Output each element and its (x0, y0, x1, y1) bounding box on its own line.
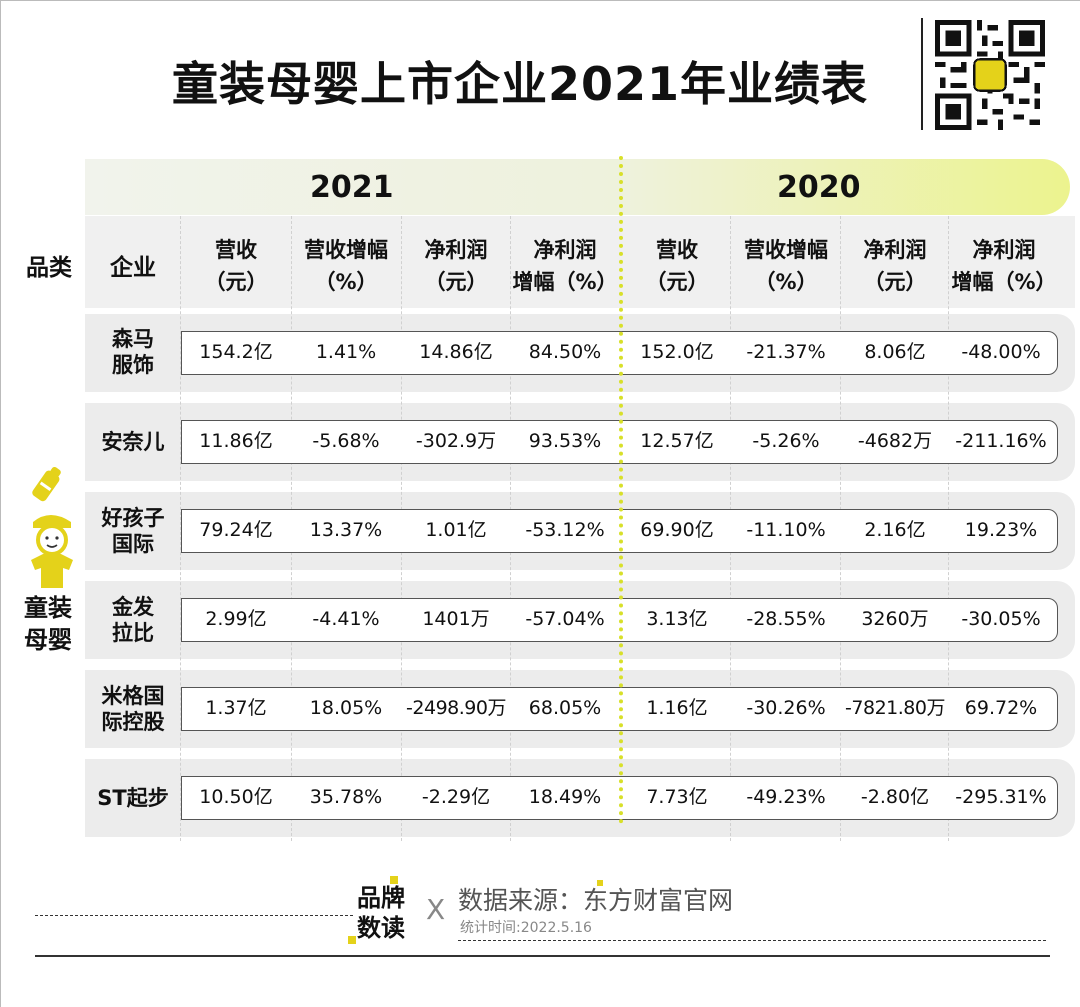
baby-bottle-kid-icon (31, 467, 73, 588)
company-name: 森马 服饰 (112, 327, 154, 377)
qr-code-icon[interactable] (935, 20, 1045, 130)
header-company: 企业 (110, 255, 156, 281)
year-header-band (85, 159, 1070, 215)
cell-revenue-2020: 12.57亿 (640, 430, 714, 452)
cell-revenue-2021: 2.99亿 (205, 608, 267, 630)
cell-net-profit-2020: -4682万 (857, 430, 933, 452)
column-header-band (85, 216, 1075, 308)
year-2021-label: 2021 (310, 170, 394, 205)
cell-revenue-growth-2021: 1.41% (315, 341, 377, 363)
cell-net-profit-2020: -2.80亿 (860, 786, 930, 808)
cell-profit-growth-2020: -211.16% (955, 430, 1047, 452)
cell-profit-growth-2021: 68.05% (528, 697, 602, 719)
cell-net-profit-2021: 14.86亿 (419, 341, 493, 363)
cell-revenue-growth-2020: -28.55% (746, 608, 826, 630)
cell-net-profit-2021: -2498.90万 (406, 697, 506, 719)
cell-profit-growth-2020: -30.05% (961, 608, 1041, 630)
cell-profit-growth-2021: 18.49% (528, 786, 602, 808)
footer-separator: X (426, 893, 446, 926)
frame-top-border (0, 0, 1080, 1)
cell-revenue-growth-2021: -5.68% (312, 430, 380, 452)
page-title: 童装母婴上市企业2021年业绩表 (171, 57, 869, 111)
cell-net-profit-2021: 1401万 (422, 608, 490, 630)
cell-net-profit-2021: 1.01亿 (425, 519, 487, 541)
cell-profit-growth-2021: 93.53% (528, 430, 602, 452)
cell-revenue-2021: 10.50亿 (199, 786, 273, 808)
source-accent-mark (597, 880, 603, 886)
company-name: 米格国 际控股 (101, 684, 165, 734)
header-net-profit-2021: 净利润 （元） (424, 238, 488, 294)
header-revenue-2021: 营收 （元） (204, 238, 268, 294)
title-divider (921, 18, 923, 130)
cell-revenue-growth-2020: -49.23% (746, 786, 826, 808)
cell-revenue-growth-2020: -5.26% (752, 430, 820, 452)
column-separator (180, 216, 181, 841)
table-row: 154.2亿 1.41% 14.86亿 84.50% 152.0亿 -21.37… (0, 331, 1080, 373)
cell-net-profit-2020: 3260万 (861, 608, 929, 630)
cell-revenue-growth-2021: 35.78% (309, 786, 383, 808)
cell-revenue-2020: 152.0亿 (640, 341, 714, 363)
cell-profit-growth-2020: 69.72% (964, 697, 1038, 719)
header-revenue-growth-2021: 营收增幅 （%） (304, 238, 388, 294)
frame-left-border (0, 0, 1, 1007)
footer-dashed-line (35, 915, 353, 916)
company-name: 好孩子 国际 (101, 506, 165, 556)
table-row: 10.50亿 35.78% -2.29亿 18.49% 7.73亿 -49.23… (0, 776, 1080, 818)
footer-dashed-line (458, 940, 1046, 941)
cell-profit-growth-2020: 19.23% (964, 519, 1038, 541)
company-name: 金发 拉比 (112, 595, 154, 645)
cell-revenue-2021: 79.24亿 (199, 519, 273, 541)
cell-revenue-growth-2020: -11.10% (746, 519, 826, 541)
cell-net-profit-2021: -2.29亿 (421, 786, 491, 808)
cell-revenue-2021: 11.86亿 (199, 430, 273, 452)
footer-baseline (35, 955, 1050, 957)
cell-revenue-2020: 7.73亿 (646, 786, 708, 808)
cell-profit-growth-2021: -57.04% (525, 608, 605, 630)
cell-revenue-growth-2021: 13.37% (309, 519, 383, 541)
cell-profit-growth-2020: -48.00% (961, 341, 1041, 363)
stat-time: 统计时间:2022.5.16 (460, 920, 592, 936)
company-name: ST起步 (97, 786, 169, 810)
cell-revenue-growth-2021: 18.05% (309, 697, 383, 719)
cell-revenue-2021: 1.37亿 (205, 697, 267, 719)
brand-accent-mark (390, 876, 398, 884)
cell-revenue-2021: 154.2亿 (199, 341, 273, 363)
cell-net-profit-2020: -7821.80万 (845, 697, 945, 719)
cell-net-profit-2020: 8.06亿 (864, 341, 926, 363)
header-net-profit-2020: 净利润 （元） (863, 238, 927, 294)
table-row: 11.86亿 -5.68% -302.9万 93.53% 12.57亿 -5.2… (0, 420, 1080, 462)
header-revenue-growth-2020: 营收增幅 （%） (744, 238, 828, 294)
year-2020-label: 2020 (777, 170, 861, 205)
cell-revenue-growth-2021: -4.41% (312, 608, 380, 630)
data-source: 数据来源：东方财富官网 (458, 886, 734, 915)
cell-profit-growth-2021: 84.50% (528, 341, 602, 363)
brand-logo-text: 品牌 数读 (357, 884, 405, 942)
cell-revenue-2020: 3.13亿 (646, 608, 708, 630)
brand-accent-mark (348, 936, 356, 944)
cell-profit-growth-2020: -295.31% (955, 786, 1047, 808)
category-label: 童装 母婴 (24, 594, 72, 654)
header-category: 品类 (26, 255, 72, 281)
cell-net-profit-2020: 2.16亿 (864, 519, 926, 541)
header-profit-growth-2020: 净利润 增幅（%） (951, 238, 1057, 294)
cell-revenue-growth-2020: -21.37% (746, 341, 826, 363)
cell-profit-growth-2021: -53.12% (525, 519, 605, 541)
cell-revenue-growth-2020: -30.26% (746, 697, 826, 719)
table-row: 79.24亿 13.37% 1.01亿 -53.12% 69.90亿 -11.1… (0, 509, 1080, 551)
cell-net-profit-2021: -302.9万 (415, 430, 497, 452)
year-divider-dotted (619, 156, 623, 824)
cell-revenue-2020: 1.16亿 (646, 697, 708, 719)
header-revenue-2020: 营收 （元） (645, 238, 709, 294)
header-profit-growth-2021: 净利润 增幅（%） (512, 238, 618, 294)
company-name: 安奈儿 (101, 430, 165, 454)
table-row: 1.37亿 18.05% -2498.90万 68.05% 1.16亿 -30.… (0, 687, 1080, 729)
table-row: 2.99亿 -4.41% 1401万 -57.04% 3.13亿 -28.55%… (0, 598, 1080, 640)
cell-revenue-2020: 69.90亿 (640, 519, 714, 541)
